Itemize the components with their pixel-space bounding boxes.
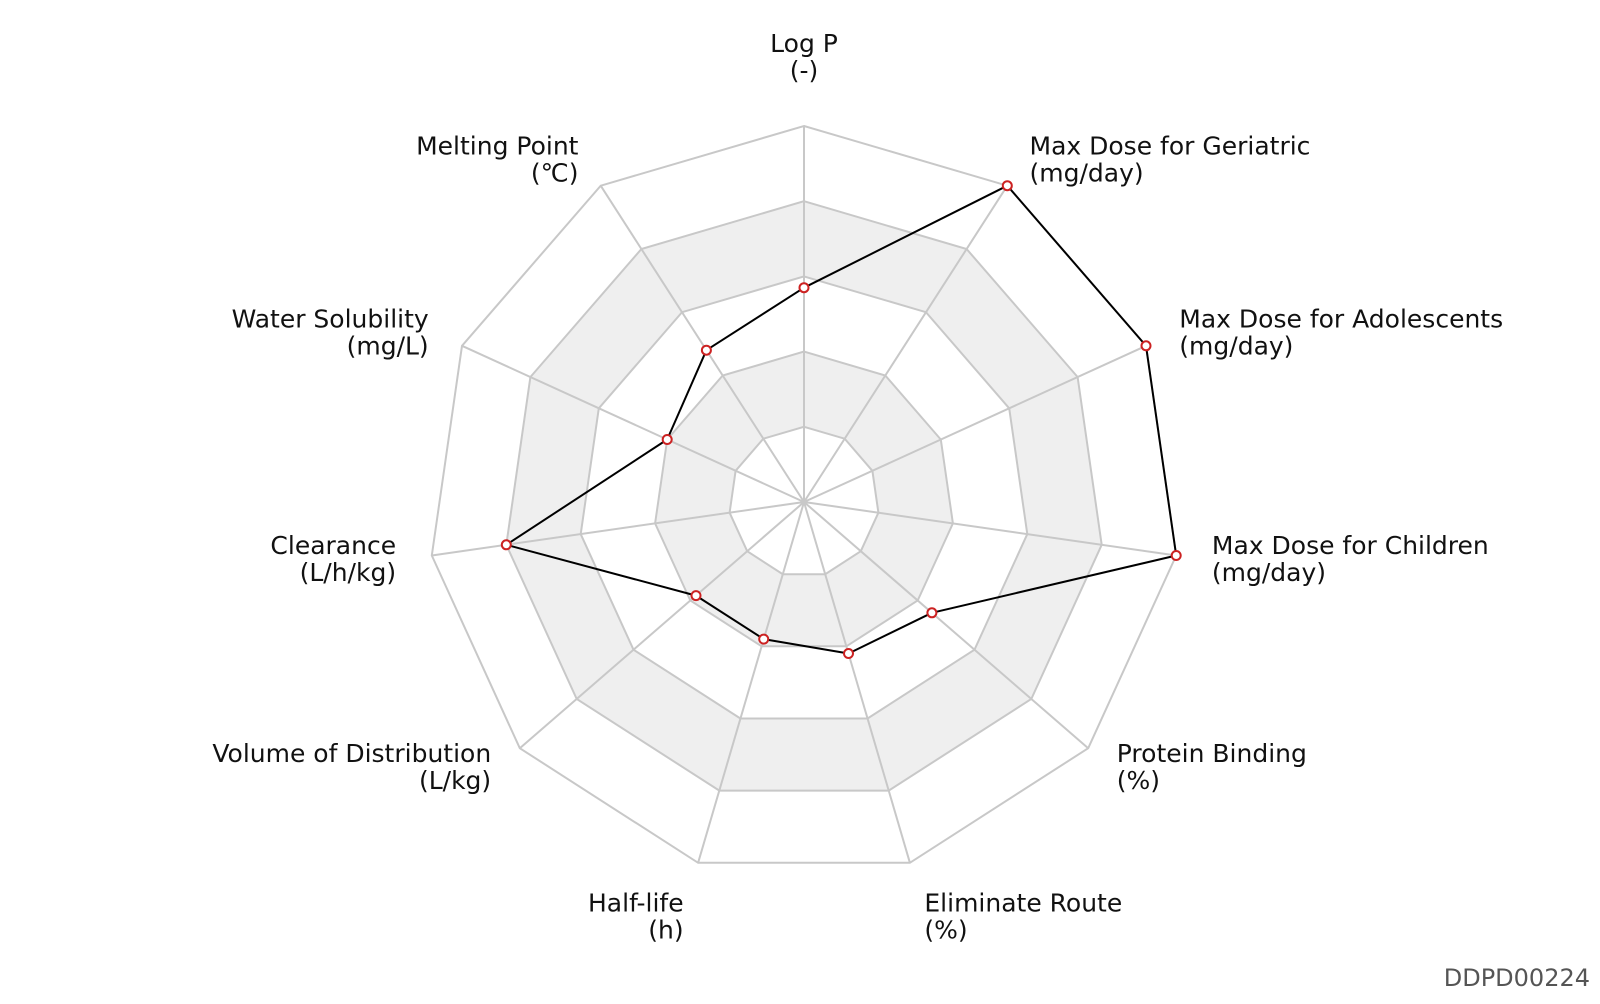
- axis-spoke-8: [519, 501, 805, 749]
- axis-spoke-2: [803, 185, 1009, 503]
- data-point-5: [926, 607, 938, 619]
- axis-spoke-5: [803, 501, 1089, 749]
- data-point-9: [500, 539, 512, 551]
- drug-id-label: DDPD00224: [1443, 964, 1590, 992]
- grid-band-3: [580, 276, 1028, 719]
- axis-unit-2: (mg/day): [1030, 159, 1144, 188]
- data-point-11: [700, 344, 712, 356]
- axis-unit-1: (-): [790, 56, 819, 85]
- axis-spoke-3: [803, 344, 1147, 503]
- axis-label-4: Max Dose for Children: [1212, 531, 1489, 560]
- axis-spoke-7: [697, 501, 805, 864]
- data-point-2: [1001, 180, 1013, 192]
- axis-unit-11: (℃): [531, 159, 579, 188]
- grid-ring-1: [728, 425, 880, 576]
- axis-spoke-10: [461, 344, 805, 503]
- data-point-4: [1170, 550, 1182, 561]
- data-point-10: [661, 434, 673, 445]
- axis-spoke-4: [803, 501, 1177, 557]
- data-point-8: [690, 590, 702, 602]
- axis-label-7: Half-life: [588, 889, 684, 918]
- data-point-1: [798, 282, 810, 294]
- data-point-7: [758, 633, 770, 645]
- data-point-3: [1140, 340, 1152, 352]
- grid-ring-3: [579, 275, 1029, 720]
- axis-unit-5: (%): [1117, 766, 1160, 795]
- axis-label-11: Melting Point: [416, 132, 579, 161]
- axis-unit-7: (h): [648, 916, 683, 945]
- axis-spoke-9: [431, 501, 805, 557]
- series-line-1: [505, 184, 1178, 655]
- data-point-6: [843, 648, 854, 659]
- grid-ring-4: [505, 200, 1103, 792]
- axis-unit-4: (mg/day): [1212, 558, 1326, 587]
- axis-spoke-11: [599, 185, 805, 503]
- axis-label-2: Max Dose for Geriatric: [1030, 132, 1311, 161]
- axis-label-10: Water Solubility: [232, 304, 429, 333]
- axis-unit-6: (%): [924, 916, 967, 945]
- axis-spoke-6: [803, 501, 911, 864]
- axis-label-3: Max Dose for Adolescents: [1179, 304, 1503, 333]
- axis-label-5: Protein Binding: [1117, 739, 1307, 768]
- axis-unit-3: (mg/day): [1179, 331, 1293, 360]
- axis-unit-8: (L/kg): [419, 766, 491, 795]
- axis-label-8: Volume of Distribution: [212, 739, 491, 768]
- grid-band-2: [655, 351, 953, 647]
- axis-unit-9: (L/h/kg): [300, 558, 396, 587]
- axis-label-1: Log P: [770, 29, 838, 58]
- axis-label-9: Clearance: [270, 531, 396, 560]
- axis-unit-10: (mg/L): [347, 331, 429, 360]
- axis-label-6: Eliminate Route: [924, 889, 1122, 918]
